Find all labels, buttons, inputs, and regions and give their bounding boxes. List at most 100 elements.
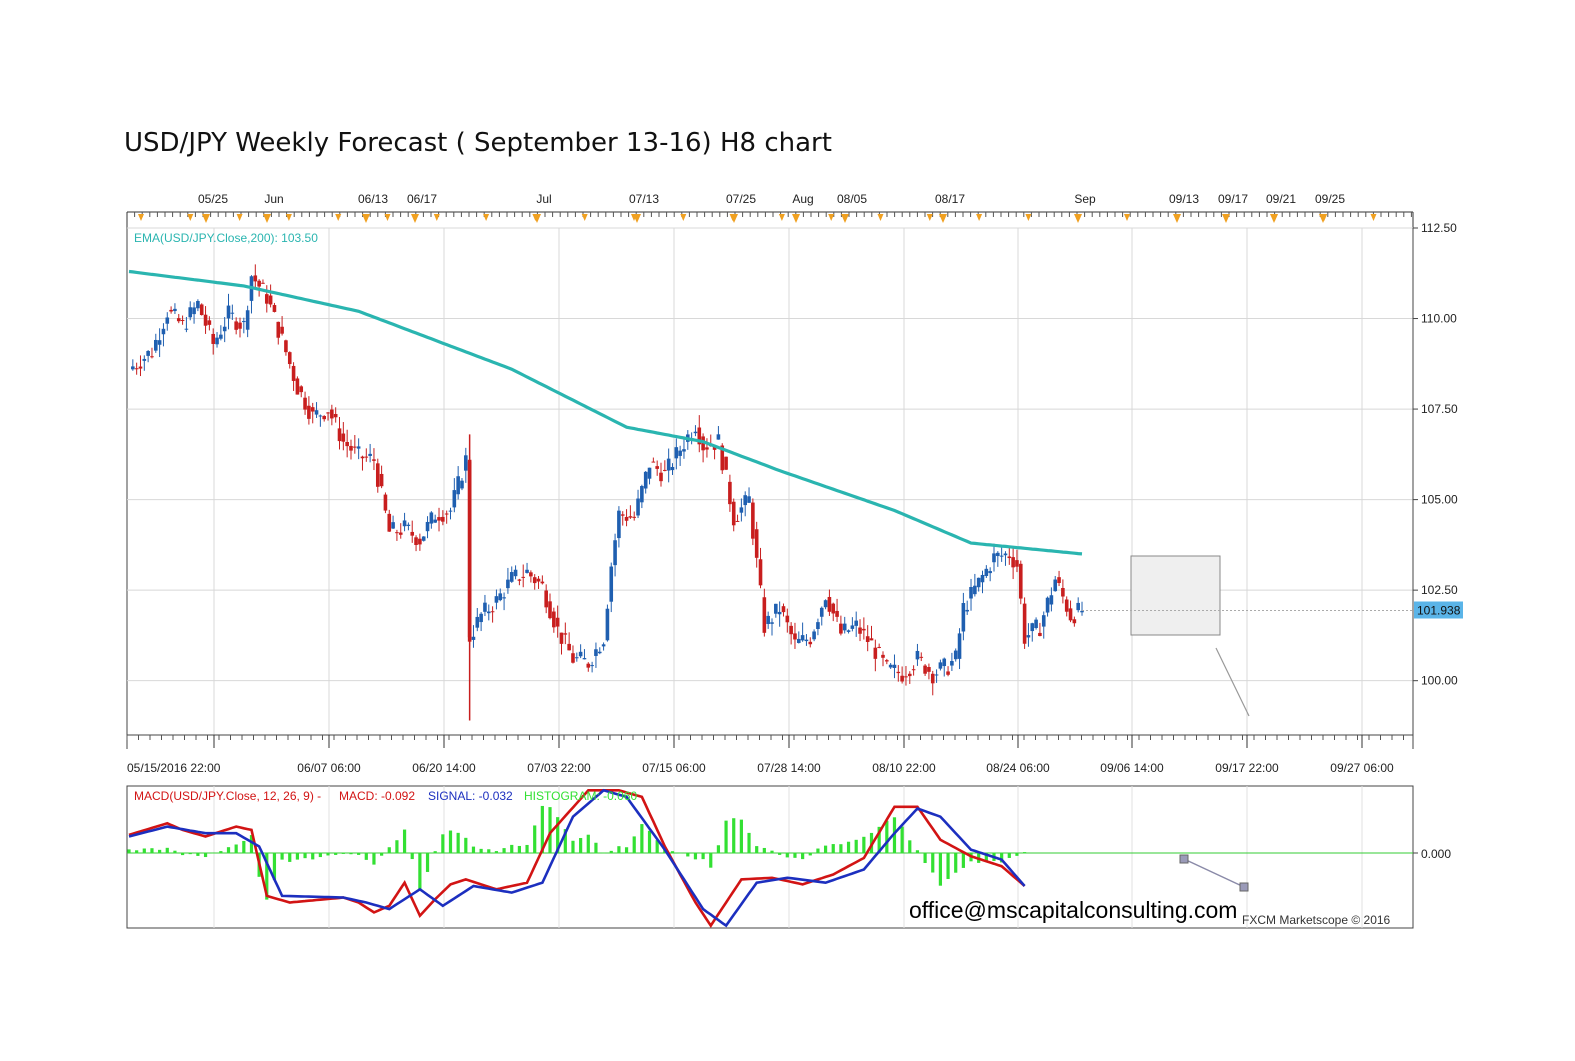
- candle-body: [919, 656, 924, 658]
- candle-body: [1053, 579, 1058, 592]
- candle-body: [257, 280, 261, 287]
- date-marker-icon: [187, 214, 194, 221]
- candle-body: [395, 532, 399, 534]
- candle-body: [823, 600, 828, 608]
- histogram-bar: [288, 853, 292, 862]
- histogram-bar: [885, 820, 889, 853]
- histogram-bar: [418, 853, 422, 890]
- macd-projection-handle[interactable]: [1239, 882, 1249, 892]
- histogram-bar: [877, 826, 881, 853]
- candle-body: [349, 445, 353, 451]
- candle-body: [165, 317, 170, 324]
- candle-body: [437, 517, 441, 521]
- date-marker-icon: [202, 214, 210, 223]
- histogram-bar: [425, 853, 430, 872]
- top-date-label: 06/17: [407, 192, 437, 206]
- candle-body: [555, 617, 560, 627]
- histogram-bar: [709, 853, 713, 868]
- candle-body: [938, 662, 943, 669]
- histogram-value: HISTOGRAM: -0.060: [524, 789, 637, 803]
- histogram-bar: [770, 850, 774, 853]
- histogram-bar: [601, 852, 606, 854]
- candle-body: [525, 569, 529, 573]
- candle-body: [406, 524, 411, 526]
- histogram-bar: [158, 849, 162, 853]
- candle-body: [578, 651, 583, 657]
- candle-body: [992, 553, 996, 563]
- top-date-label: 08/05: [837, 192, 867, 206]
- price-panel[interactable]: [126, 227, 1414, 736]
- candle-body: [414, 537, 418, 545]
- macd-projection-handle[interactable]: [1179, 854, 1189, 864]
- candle-body: [353, 446, 357, 448]
- histogram-bar: [923, 853, 927, 864]
- date-marker-icon: [335, 214, 342, 221]
- candle-body: [536, 578, 541, 582]
- histogram-bar: [402, 829, 407, 853]
- candle-body: [360, 456, 365, 459]
- candle-body: [881, 654, 885, 658]
- candle-body: [965, 609, 969, 612]
- histogram-bar: [196, 853, 200, 856]
- histogram-bar: [295, 853, 300, 860]
- date-marker-icon: [841, 214, 849, 223]
- candle-body: [999, 555, 1004, 557]
- candle-body: [307, 405, 311, 419]
- histogram-bar: [862, 836, 866, 853]
- candle-body: [291, 365, 296, 381]
- candle-body: [444, 513, 449, 515]
- candle-body: [441, 516, 445, 522]
- candle-body: [682, 449, 686, 452]
- candle-body: [261, 282, 265, 284]
- candle-body: [418, 538, 422, 545]
- candle-body: [1015, 560, 1019, 567]
- histogram-bar: [326, 853, 330, 856]
- candle-body: [858, 627, 862, 634]
- candle-body: [907, 673, 912, 677]
- histogram-bar: [946, 853, 950, 879]
- candle-body: [789, 625, 793, 635]
- candle-body: [636, 498, 640, 516]
- candle-body: [758, 559, 763, 586]
- candle-body: [571, 653, 575, 663]
- date-marker-icon: [877, 214, 884, 221]
- candle-body: [372, 459, 376, 461]
- date-marker-icon: [1370, 214, 1377, 221]
- candle-body: [796, 638, 801, 643]
- candle-body: [904, 676, 908, 678]
- candle-body: [781, 606, 786, 613]
- date-marker-icon: [581, 214, 588, 221]
- bottom-date-label: 06/07 06:00: [297, 761, 361, 775]
- macd-label: MACD(USD/JPY.Close, 12, 26, 9) -: [134, 789, 321, 803]
- date-marker-icon: [631, 214, 637, 221]
- candle-body: [1064, 599, 1069, 612]
- candle-body: [1026, 635, 1031, 638]
- histogram-bar: [686, 853, 690, 857]
- histogram-bar: [448, 830, 453, 853]
- candle-body: [892, 664, 897, 668]
- histogram-bar: [188, 853, 192, 855]
- candle-body: [590, 665, 594, 667]
- bottom-date-label: 09/17 22:00: [1215, 761, 1279, 775]
- date-marker-icon: [680, 214, 687, 221]
- histogram-bar: [640, 824, 644, 853]
- candle-body: [532, 577, 537, 584]
- candle-body: [613, 540, 617, 566]
- candle-body: [605, 608, 610, 641]
- candle-body: [234, 321, 238, 330]
- candle-body: [973, 585, 977, 595]
- histogram-bar: [571, 840, 575, 853]
- candle-body: [854, 620, 859, 626]
- candle-body: [391, 522, 395, 529]
- histogram-bar: [701, 853, 705, 860]
- candle-body: [379, 473, 384, 487]
- candle-body: [663, 469, 667, 471]
- histogram-bar: [670, 851, 675, 853]
- histogram-bar: [479, 848, 483, 853]
- histogram-bar: [900, 826, 904, 853]
- candle-body: [150, 356, 154, 358]
- macd-panel[interactable]: [126, 785, 1414, 929]
- histogram-bar: [961, 853, 965, 868]
- histogram-bar: [471, 846, 476, 853]
